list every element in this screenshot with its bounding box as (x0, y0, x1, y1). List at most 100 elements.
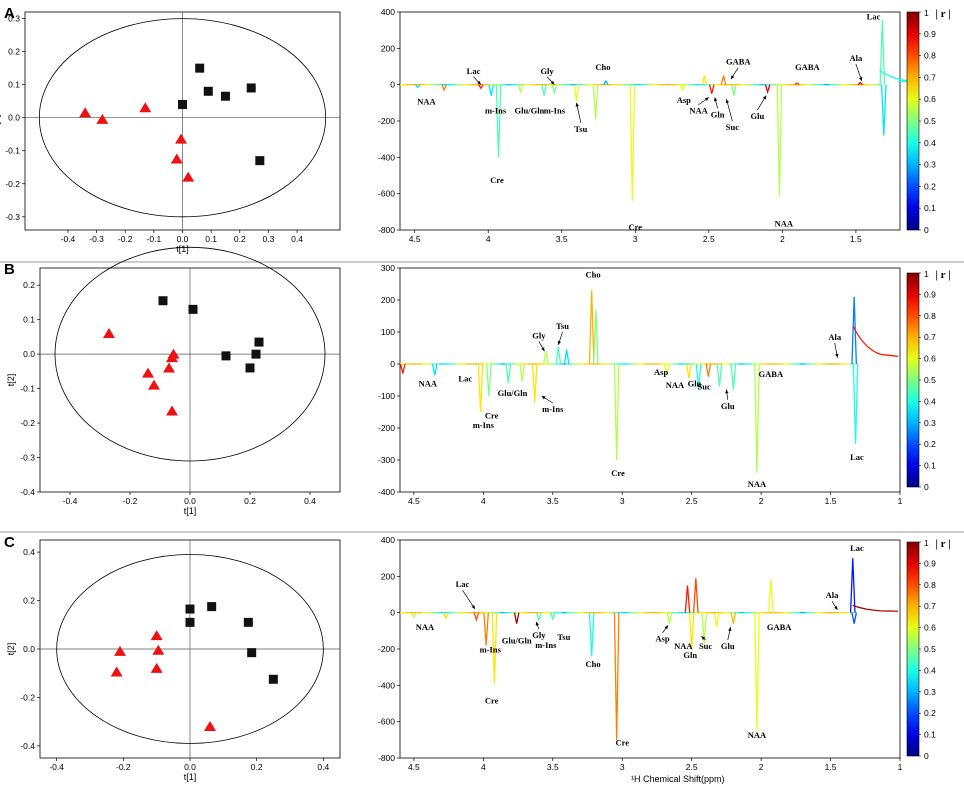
spectrum-peak (764, 84, 771, 95)
peak-arrow-head (704, 97, 709, 101)
peak-label: m-Ins (542, 404, 564, 414)
peak-label: m-Ins (473, 420, 495, 430)
spectrum-peak (730, 84, 737, 96)
peak-arrow-head (471, 605, 475, 610)
spectrum-peak (701, 612, 708, 644)
colorbar-title: | r | (935, 269, 950, 281)
colorbar-tick-label: 0.5 (924, 375, 936, 385)
score-point-square (245, 363, 255, 373)
y-axis-label: t[2] (6, 374, 16, 387)
colorbar-tick-label: 0 (924, 751, 929, 761)
peak-arrow-head (575, 102, 579, 107)
colorbar-tick-label: 0.6 (924, 94, 936, 104)
score-point-square (220, 91, 230, 101)
spectrum-peak (692, 578, 699, 613)
colorbar-scale (906, 272, 920, 488)
score-point-triangle (114, 645, 126, 656)
peak-label: Glu (721, 641, 735, 651)
y-tick-label: -400 (378, 152, 395, 162)
spectrum-peak (536, 612, 542, 623)
peak-label: Cre (485, 696, 499, 706)
spectrum-peak (686, 363, 692, 379)
score-point-square (185, 617, 195, 627)
peak-label: Lac (456, 579, 470, 589)
spectrum-peak (488, 84, 495, 96)
spectrum-peak (776, 84, 783, 196)
colorbar-tick-label: 0.7 (924, 332, 936, 342)
y-tick-label: -600 (378, 717, 395, 727)
colorbar-tick-label: 0.5 (924, 116, 936, 126)
peak-label: Ala (826, 590, 840, 600)
peak-label: Gln (711, 109, 725, 119)
x-tick-label: 2 (780, 234, 785, 244)
score-point-triangle (150, 662, 163, 673)
score-point-triangle (204, 721, 216, 732)
spectrum-peak (478, 84, 484, 90)
y-tick-label: -100 (378, 391, 395, 401)
colorbar-tick-label: 0.9 (924, 289, 936, 299)
spectrum-peak (666, 612, 673, 624)
loading-spectrum-C: 400 200 0 -200 -400 -600 -800 4.5 4 3.5 3 2.5 2 1.5 1 N… (378, 535, 903, 784)
spectrum-peak (720, 75, 727, 85)
plot-frame (399, 267, 901, 493)
spectrum-peak (879, 19, 886, 85)
peak-label: Asp (677, 95, 691, 105)
y-axis-label: t[2] (6, 643, 16, 656)
x-tick-label: 0.0 (177, 234, 189, 244)
x-tick-label: -0.4 (61, 234, 76, 244)
x-tick-label: 3 (620, 762, 625, 772)
spectrum-tail (852, 325, 899, 357)
x-tick-label: 0.4 (317, 762, 329, 772)
x-tick-label: 4 (486, 234, 491, 244)
x-tick-label: -0.2 (116, 762, 131, 772)
score-plot-A: A -0.4 -0.3 -0.2 -0.1 0.0 0.1 0.2 0.3 0.4 0.3 0.2 0.… (0, 5, 341, 254)
spectrum-peak (713, 612, 720, 628)
x-tick-label: 0.2 (251, 762, 263, 772)
colorbar-tick-label: 0.9 (924, 558, 936, 568)
peak-arrow-head (701, 636, 706, 640)
score-point-triangle (103, 327, 115, 338)
peak-label: GABA (759, 369, 784, 379)
spectrum-peak (613, 363, 620, 461)
colorbar-scale (906, 11, 920, 231)
x-tick-label: -0.2 (123, 496, 138, 506)
peak-label: Lac (867, 11, 881, 21)
spectrum-peak (730, 363, 737, 390)
spectrum-tail (852, 604, 899, 612)
score-point-square (268, 674, 278, 684)
colorbar-tick-label: 0.4 (924, 396, 936, 406)
peak-label: Cre (629, 222, 643, 232)
x-tick-label: 4.5 (409, 234, 421, 244)
peak-arrow-head (725, 389, 729, 394)
y-axis-label: t[2] (0, 115, 1, 128)
score-point-square (178, 99, 187, 109)
colorbar-tick-label: 0.8 (924, 580, 936, 590)
peak-arrow-head (762, 95, 767, 100)
x-tick-label: 4 (481, 762, 486, 772)
y-tick-label: -800 (378, 225, 395, 235)
spectrum-peak (477, 363, 484, 413)
colorbar-tick-label: 0.5 (924, 644, 936, 654)
hotelling-ellipse (54, 246, 326, 462)
spectrum-peak (491, 612, 498, 684)
peak-label: Glu/Gln (502, 636, 532, 646)
peak-label: Ala (828, 332, 842, 342)
peak-arrow-head (664, 625, 669, 630)
y-tick-label: 100 (381, 327, 395, 337)
colorbar-scale (906, 541, 920, 757)
score-point-triangle (170, 153, 183, 164)
peak-arrow-head (730, 75, 735, 80)
y-tick-label: -0.3 (20, 453, 35, 463)
colorbar-A: 0.9 0.8 0.7 0.6 0.5 0.4 0.3 0.2 0.1 0 1 | r | (906, 8, 951, 235)
x-tick-label: 0.3 (262, 234, 274, 244)
spectrum-peak (754, 612, 760, 731)
peak-label: Gln (688, 378, 702, 388)
colorbar-tick-label: 0.3 (924, 418, 936, 428)
score-point-triangle (110, 666, 123, 677)
peak-label: Cre (490, 175, 504, 185)
colorbar-tick-label: 0.8 (924, 311, 936, 321)
x-axis-label: t[1] (176, 244, 189, 254)
score-point-square (246, 83, 256, 93)
spectrum-peak (613, 612, 620, 740)
colorbar-tick-label: 0.1 (924, 730, 936, 740)
